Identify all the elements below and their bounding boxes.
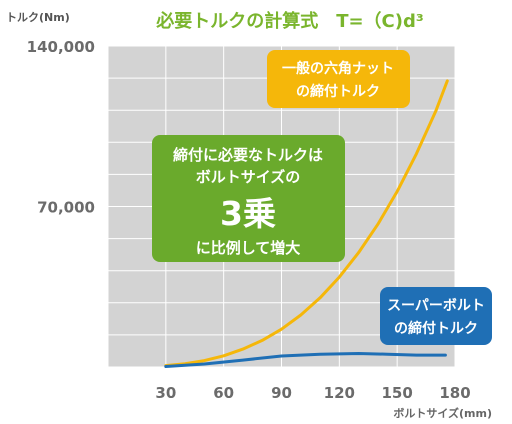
annotation-superbolt-line1: スーパーボルト bbox=[387, 298, 485, 314]
annotation-cube-law: 締付に必要なトルクは ボルトサイズの 3乗 に比例して増大 bbox=[152, 135, 345, 262]
annotation-cube-law-line2: ボルトサイズの bbox=[196, 168, 301, 186]
annotation-hex-nut-box bbox=[267, 50, 410, 108]
x-tick-label: 60 bbox=[213, 384, 234, 402]
series-line-1 bbox=[164, 352, 447, 368]
series-lines bbox=[164, 79, 449, 368]
annotation-hex-nut-line1: 一般の六角ナット bbox=[282, 60, 394, 77]
x-tick-label: 180 bbox=[439, 384, 470, 402]
x-tick-label: 150 bbox=[382, 384, 413, 402]
annotation-superbolt: スーパーボルト の締付トルク bbox=[380, 287, 492, 345]
annotation-cube-law-line1: 締付に必要なトルクは bbox=[173, 146, 323, 164]
annotation-hex-nut-line2: の締付トルク bbox=[296, 83, 380, 100]
annotation-cube-law-box bbox=[152, 135, 345, 262]
x-axis-label: ボルトサイズ(mm) bbox=[393, 406, 492, 420]
y-axis-label: トルク(Nm) bbox=[6, 11, 70, 24]
annotation-cube-law-big: 3乗 bbox=[220, 194, 276, 233]
x-tick-label: 90 bbox=[271, 384, 292, 402]
annotation-superbolt-box bbox=[380, 287, 492, 345]
annotation-hex-nut: 一般の六角ナット の締付トルク bbox=[267, 50, 410, 108]
y-tick-label: 140,000 bbox=[27, 38, 95, 56]
x-tick-label: 120 bbox=[324, 384, 355, 402]
chart-title: 必要トルクの計算式 T=（C)d³ bbox=[155, 10, 424, 32]
x-axis-ticks: 30 60 90 120 150 180 bbox=[155, 384, 470, 402]
annotation-cube-law-line3: に比例して増大 bbox=[196, 239, 301, 257]
y-axis-ticks: 70,000 140,000 bbox=[27, 38, 95, 217]
y-tick-label: 70,000 bbox=[37, 199, 95, 217]
annotation-superbolt-line2: の締付トルク bbox=[394, 320, 478, 337]
series-line-0 bbox=[164, 79, 449, 368]
x-tick-label: 30 bbox=[155, 384, 176, 402]
